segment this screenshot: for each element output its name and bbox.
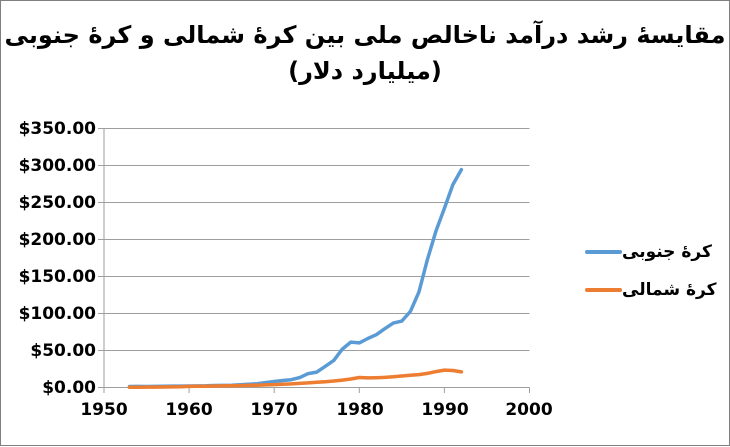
y-tick-label-250: $250.00 bbox=[18, 193, 96, 213]
legend-label-north-korea: کرۀ شمالی bbox=[622, 280, 717, 300]
legend-line-swatch-north-korea bbox=[585, 288, 622, 292]
y-tick-label-150: $150.00 bbox=[18, 267, 96, 287]
x-tick-label-1950: 1950 bbox=[80, 400, 128, 420]
legend-label-south-korea: کرۀ جنوبی bbox=[622, 242, 712, 262]
x-tick-label-2000: 2000 bbox=[505, 400, 553, 420]
legend-item-south-korea: کرۀ جنوبی bbox=[585, 240, 725, 264]
x-tick-label-1980: 1980 bbox=[336, 400, 384, 420]
y-tick-label-200: $200.00 bbox=[18, 230, 96, 250]
chart-title: مقایسۀ رشد درآمد ناخالص ملی بین کرۀ شمال… bbox=[1, 17, 729, 89]
x-tick-label-1990: 1990 bbox=[421, 400, 469, 420]
chart-title-line2: (میلیارد دلار) bbox=[288, 57, 442, 85]
legend-line-swatch-south-korea bbox=[585, 250, 622, 254]
y-tick-label-300: $300.00 bbox=[18, 156, 96, 176]
y-tick-label-50: $50.00 bbox=[30, 341, 96, 361]
y-tick-label-0: $0.00 bbox=[42, 378, 96, 398]
y-tick-label-100: $100.00 bbox=[18, 304, 96, 324]
x-tick-label-1970: 1970 bbox=[250, 400, 298, 420]
y-tick-label-350: $350.00 bbox=[18, 119, 96, 139]
legend-item-north-korea: کرۀ شمالی bbox=[585, 278, 725, 302]
x-tick-label-1960: 1960 bbox=[165, 400, 213, 420]
chart-title-line1: مقایسۀ رشد درآمد ناخالص ملی بین کرۀ شمال… bbox=[4, 21, 726, 49]
